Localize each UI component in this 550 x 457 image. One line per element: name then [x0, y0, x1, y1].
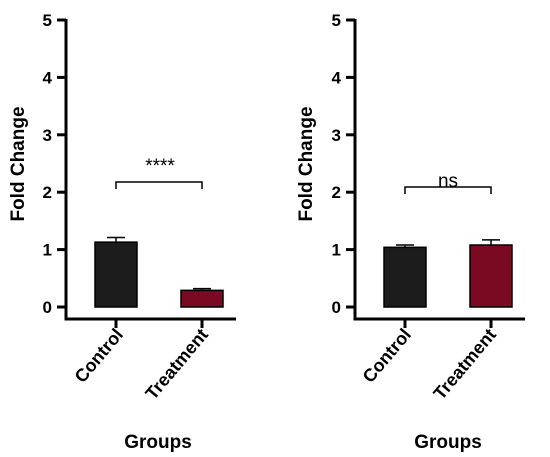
y-tick-label: 1 [43, 241, 52, 260]
significance-label: **** [145, 156, 175, 177]
y-tick-label: 3 [332, 126, 341, 145]
bar-control [94, 241, 138, 308]
bracket-line [404, 186, 492, 194]
y-tick-label: 4 [332, 68, 342, 87]
y-tick-label: 2 [43, 183, 52, 202]
error-bars [107, 236, 211, 291]
right-chart-panel: Fold Change Groups 0 1 2 3 4 5 Control Treatm… [296, 11, 525, 453]
y-axis-title: Fold Change [296, 106, 317, 221]
y-tick-label: 4 [43, 68, 53, 87]
bars [94, 241, 224, 308]
category-label-control: Control [359, 325, 415, 387]
x-axis-title: Groups [124, 432, 192, 453]
category-label-treatment: Treatment [141, 325, 212, 404]
significance-label: ns [438, 171, 458, 192]
y-tick-label: 0 [332, 298, 341, 317]
y-tick-label: 3 [43, 126, 52, 145]
y-tick-label: 0 [43, 298, 52, 317]
x-ticks [114, 319, 204, 328]
y-tick-label: 5 [43, 11, 52, 30]
significance-bracket [115, 181, 203, 189]
y-ticks: 0 1 2 3 4 5 [332, 11, 355, 317]
bars [383, 244, 513, 308]
y-tick-label: 2 [332, 183, 341, 202]
y-axis-title: Fold Change [8, 106, 29, 221]
category-label-control: Control [71, 325, 127, 387]
y-ticks: 0 1 2 3 4 5 [43, 11, 66, 317]
y-tick-label: 1 [332, 241, 341, 260]
category-label-treatment: Treatment [429, 325, 500, 404]
x-ticks [403, 319, 493, 328]
x-axis-title: Groups [414, 432, 482, 453]
bar-treatment [180, 289, 224, 308]
significance-bracket [404, 186, 492, 194]
bar-treatment [469, 244, 513, 308]
y-tick-label: 5 [332, 11, 341, 30]
bracket-line [115, 181, 203, 189]
left-chart-panel: Fold Change Groups 0 1 2 3 4 5 Control Treatm… [8, 11, 236, 453]
bar-control [383, 246, 427, 308]
error-bars [396, 239, 500, 248]
